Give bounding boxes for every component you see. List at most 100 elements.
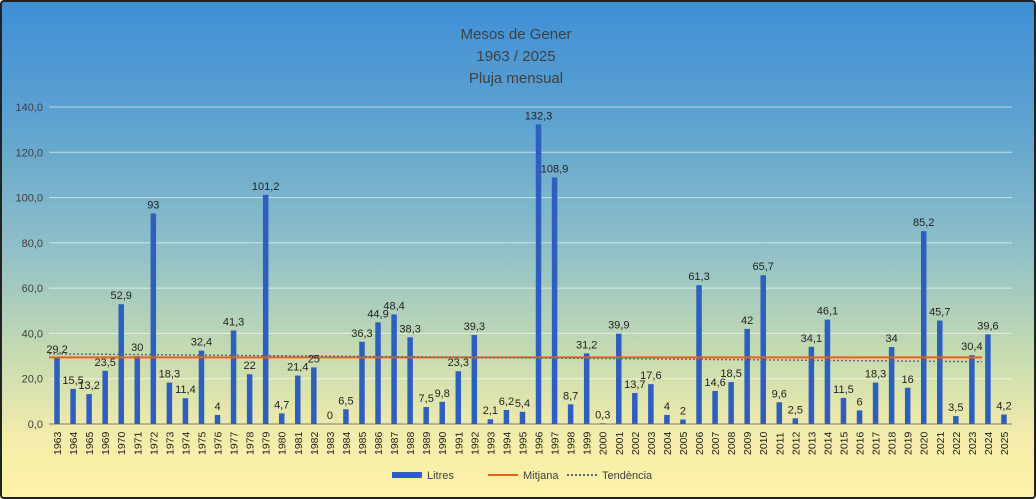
bar [295, 375, 301, 424]
x-tick-label: 1996 [534, 431, 546, 455]
x-tick-label: 2012 [790, 431, 802, 455]
x-tick-label: 2018 [887, 431, 899, 455]
x-tick-label: 2025 [999, 431, 1011, 455]
data-label: 108,9 [541, 163, 569, 175]
bar [953, 416, 959, 424]
data-label: 39,3 [464, 321, 485, 333]
bar [712, 390, 718, 424]
x-tick-label: 2003 [646, 431, 658, 455]
x-tick-label: 1970 [116, 431, 128, 455]
bar [567, 404, 574, 424]
trend-line [48, 353, 983, 363]
x-tick-label: 2002 [630, 431, 642, 455]
data-label: 34 [886, 333, 898, 345]
x-tick-label: 1969 [100, 431, 112, 455]
x-tick-label: 1984 [341, 431, 353, 455]
data-label: 2,1 [483, 405, 498, 417]
data-label: 34,1 [801, 333, 822, 345]
bar [278, 413, 285, 424]
bar [664, 414, 670, 424]
data-label: 38,3 [399, 323, 420, 335]
y-axis: 0,0 20,0 40,0 60,0 80,0 100,0 120,0 140,0 [15, 102, 43, 431]
data-label: 3,5 [948, 402, 963, 414]
legend-label-mitjana: Mitjana [523, 470, 559, 482]
x-tick-label: 1964 [68, 431, 80, 455]
x-tick-label: 1985 [357, 431, 369, 455]
data-label: 132,3 [525, 110, 553, 122]
x-tick-label: 1992 [469, 431, 481, 455]
bar [70, 388, 76, 424]
x-tick-label: 2010 [758, 431, 770, 455]
bar [856, 410, 863, 424]
data-label: 18,3 [159, 369, 180, 381]
x-tick-label: 2017 [871, 431, 883, 455]
x-tick-label: 2007 [710, 431, 722, 455]
legend-swatch-litres [392, 472, 422, 478]
bar [535, 124, 542, 424]
title-line-3: Pluja mensual [469, 70, 563, 87]
bar [455, 371, 462, 424]
bar [166, 382, 173, 424]
data-label: 16 [902, 374, 914, 386]
x-tick-label: 1993 [485, 431, 497, 455]
bar [407, 337, 413, 424]
data-label: 6,5 [338, 395, 353, 407]
bar [118, 304, 124, 424]
bar [969, 355, 975, 424]
data-labels: 29,215,513,223,552,9309318,311,432,4441,… [46, 110, 1011, 422]
title-line-1: Mesos de Gener [461, 26, 572, 43]
x-tick-label: 2005 [678, 431, 690, 455]
legend: Litres Mitjana Tendència [392, 470, 653, 482]
x-tick-label: 2020 [919, 431, 931, 455]
line-series [48, 353, 983, 363]
data-label: 46,1 [817, 306, 838, 318]
x-tick-label: 1983 [325, 431, 337, 455]
data-label: 6,2 [499, 396, 514, 408]
x-tick-label: 2004 [662, 431, 674, 455]
bar [150, 213, 157, 424]
y-tick-label: 0,0 [28, 419, 43, 431]
data-label: 21,4 [287, 362, 308, 374]
bar [888, 347, 895, 424]
x-tick-label: 1982 [309, 431, 321, 455]
x-tick-label: 1971 [132, 431, 144, 455]
bar [391, 314, 397, 424]
bar-series [54, 124, 1007, 424]
y-tick-label: 100,0 [15, 193, 43, 205]
y-tick-label: 140,0 [15, 102, 43, 114]
data-label: 2 [680, 405, 686, 417]
bar [1001, 414, 1007, 424]
bar [262, 194, 269, 424]
x-tick-label: 1989 [421, 431, 433, 455]
data-label: 11,5 [833, 384, 854, 396]
x-tick-label: 1998 [566, 431, 578, 455]
bar [744, 328, 750, 424]
data-label: 11,4 [175, 384, 196, 396]
bar [760, 275, 766, 424]
x-tick-label: 1995 [517, 431, 529, 455]
x-tick-label: 1972 [148, 431, 160, 455]
x-tick-label: 2024 [983, 431, 995, 455]
data-label: 14,6 [704, 377, 725, 389]
x-tick-label: 2000 [598, 431, 610, 455]
bar [680, 419, 686, 424]
data-label: 41,3 [223, 316, 244, 328]
bar [599, 423, 606, 424]
data-label: 25 [308, 353, 320, 365]
bar [54, 357, 60, 424]
bar [311, 367, 317, 424]
bar [359, 341, 365, 424]
data-label: 2,5 [788, 404, 803, 416]
data-label: 15,5 [62, 375, 83, 387]
x-tick-label: 1990 [437, 431, 449, 455]
data-label: 44,9 [367, 308, 388, 320]
data-label: 13,2 [78, 380, 99, 392]
bar [471, 335, 478, 424]
bar [776, 402, 783, 424]
bar [632, 392, 638, 424]
bar [808, 346, 815, 424]
data-label: 32,4 [191, 337, 212, 349]
gridlines [49, 106, 1012, 425]
